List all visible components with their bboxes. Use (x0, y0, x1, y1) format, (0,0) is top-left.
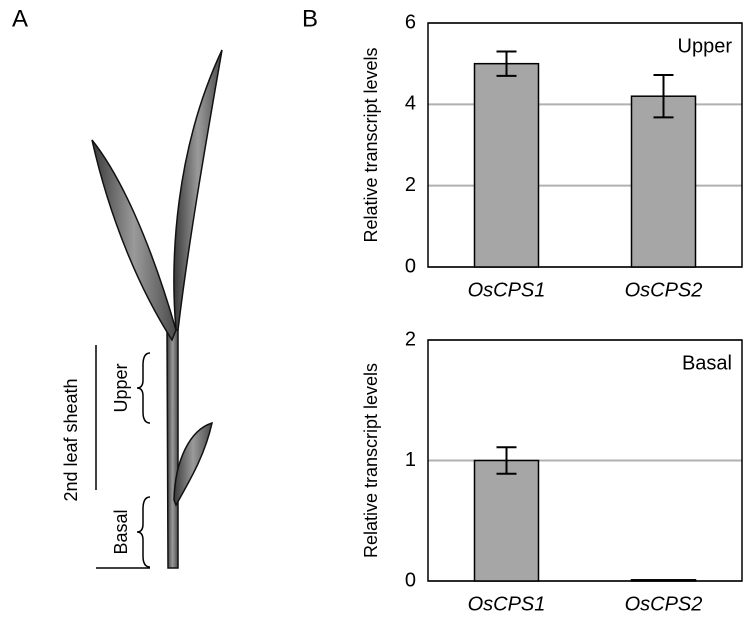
y-tick-label: 2 (405, 174, 416, 196)
basal-label: Basal (111, 509, 131, 554)
sheath-label: 2nd leaf sheath (61, 378, 81, 501)
plant-drawing (91, 49, 223, 569)
y-tick-label: 2 (405, 328, 416, 350)
y-axis-label: Relative transcript levels (361, 47, 381, 242)
plot-frame (427, 22, 743, 268)
plant-annotations (95, 345, 151, 569)
error-bar (653, 74, 674, 119)
y-tick-label: 0 (405, 255, 416, 277)
annotation: Basal (682, 352, 732, 374)
y-axis-label: Relative transcript levels (361, 363, 381, 558)
error-bar (496, 50, 517, 77)
y-tick-label: 0 (405, 569, 416, 591)
error-bar (496, 446, 517, 475)
x-tick-label: OsCPS2 (625, 593, 703, 615)
panel-label: A (12, 5, 28, 32)
y-tick-label: 4 (405, 93, 416, 115)
bar (473, 459, 540, 582)
bar (630, 579, 697, 582)
x-tick-label: OsCPS1 (468, 593, 546, 615)
panel-label: B (302, 5, 318, 32)
bar (473, 62, 540, 268)
annotation: Upper (678, 35, 733, 57)
plot-frame (427, 339, 743, 582)
y-tick-label: 6 (405, 11, 416, 33)
x-tick-label: OsCPS2 (625, 279, 703, 301)
upper-label: Upper (111, 363, 131, 412)
y-tick-label: 1 (405, 449, 416, 471)
x-tick-label: OsCPS1 (468, 279, 546, 301)
bar (630, 95, 697, 268)
